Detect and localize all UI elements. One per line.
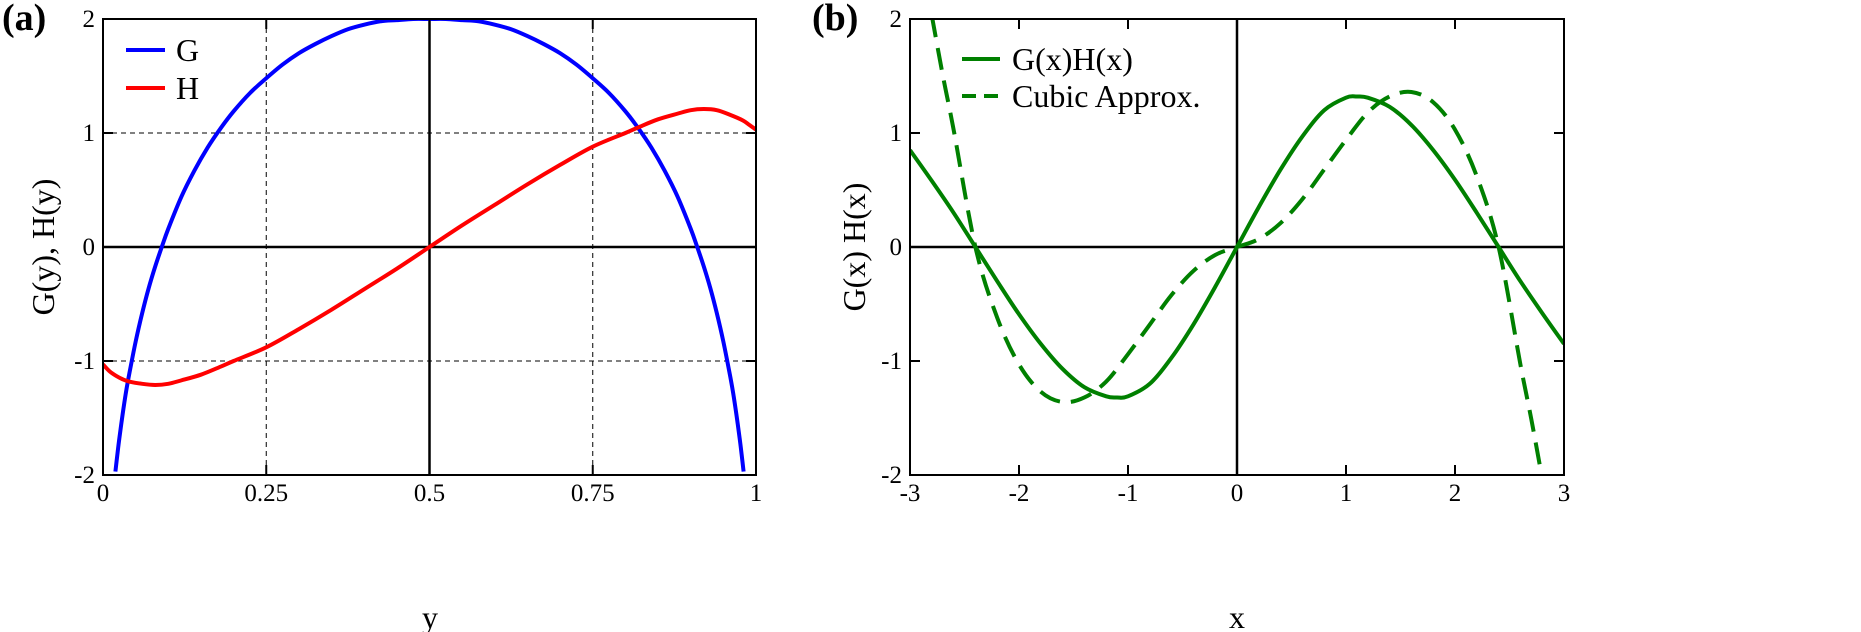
panel-b-legend: G(x)H(x) Cubic Approx. [962,41,1200,114]
legend-label-cubic: Cubic Approx. [1012,78,1200,114]
y-tick-label: 2 [83,6,96,33]
series-line-h [103,107,756,387]
x-tick-label: 0 [97,480,110,507]
panel-b-xlabel: x [1229,599,1245,632]
y-tick-label: 0 [890,234,903,261]
y-tick-label: -1 [881,348,902,375]
x-tick-label: -3 [900,480,921,507]
x-tick-label: 1 [750,480,763,507]
panel-a-legend: G H [126,32,199,106]
panel-a: (a) 0 0.25 0.5 0.75 1 -2 -1 0 1 2 y G(y), H(y) G … [2,0,762,632]
y-tick-label: -2 [881,462,902,489]
y-tick-label: -2 [74,462,95,489]
x-tick-label: -2 [1009,480,1030,507]
panel-a-label: (a) [2,0,46,39]
panel-b-label: (b) [812,0,858,39]
legend-label-g: G [176,32,199,68]
y-tick-label: 1 [83,120,96,147]
x-tick-label: 0.25 [244,480,288,507]
x-tick-label: 0.75 [571,480,615,507]
legend-label-h: H [176,70,199,106]
series-line-g [113,19,746,472]
x-tick-label: 0.5 [414,480,445,507]
x-tick-label: -1 [1118,480,1139,507]
y-tick-label: 1 [890,120,903,147]
panel-b-series [910,19,1564,475]
series-line-cubic-approx [930,19,1544,475]
x-tick-label: 2 [1449,480,1462,507]
panel-b-ylabel: G(x) H(x) [836,183,872,312]
panel-a-series [103,19,756,472]
legend-label-ghx: G(x)H(x) [1012,41,1133,77]
y-tick-label: 2 [890,6,903,33]
y-tick-label: -1 [74,348,95,375]
x-tick-label: 3 [1558,480,1571,507]
panel-a-plot-frame [102,18,757,476]
panel-a-xlabel: y [422,599,438,632]
x-tick-label: 0 [1231,480,1244,507]
panel-a-ylabel: G(y), H(y) [25,179,61,316]
panel-b-plot-frame [909,18,1565,476]
y-tick-label: 0 [83,234,96,261]
x-tick-label: 1 [1340,480,1353,507]
panel-a-ticks: 0 0.25 0.5 0.75 1 -2 -1 0 1 2 [74,6,762,507]
